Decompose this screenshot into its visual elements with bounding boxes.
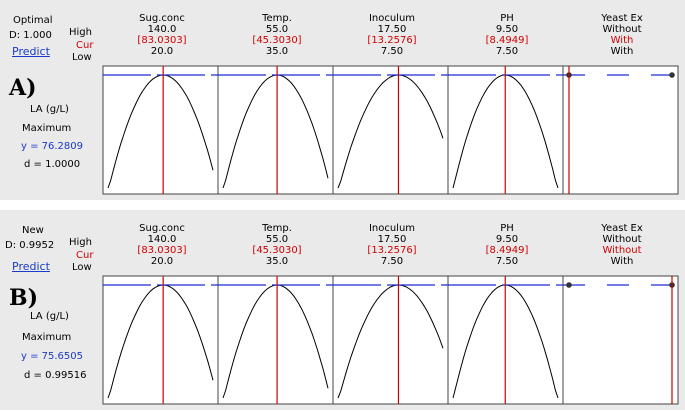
level-point [566,282,572,288]
low-label: Low [72,52,92,63]
panel-d-value: D: 1.000 [9,30,52,41]
predict-link[interactable]: Predict [12,45,50,58]
factor-header-temp: Temp. 55.0 [45.3030] 35.0 [252,13,302,57]
factor-header-yeast: Yeast Ex Without With With [601,13,643,57]
low-label: Low [72,262,92,273]
response-curve [337,74,444,189]
goal-label: Maximum [22,123,72,134]
panel-tag: A) [9,75,37,101]
high-label: High [69,237,92,248]
factor-header-sugconc: Sug.conc 140.0 [83.0303] 20.0 [137,13,187,57]
level-point [669,72,675,78]
desirability-d: d = 0.99516 [24,370,87,381]
plot-box [217,275,334,405]
response-label: LA (g/L) [30,104,69,115]
factor-header-yeast: Yeast Ex Without Without With [601,223,643,267]
factor-header-inoculum: Inoculum 17.50 [13.2576] 7.50 [367,223,417,267]
panel-d-value: D: 0.9952 [5,240,55,251]
plot-box [102,65,219,195]
factor-header-ph: PH 9.50 [8.4949] 7.50 [485,223,529,267]
predicted-y: y = 75.6505 [21,351,84,362]
panel-tag: B) [9,285,39,311]
predicted-y: y = 76.2809 [21,141,84,152]
response-label: LA (g/L) [30,311,69,322]
cur-label: Cur [76,40,94,51]
panel-title: New [22,225,44,236]
response-curve [337,284,444,399]
plot-box [562,65,679,195]
factor-header-temp: Temp. 55.0 [45.3030] 35.0 [252,223,302,267]
factor-header-inoculum: Inoculum 17.50 [13.2576] 7.50 [367,13,417,57]
high-label: High [69,27,92,38]
plot-box [332,275,449,405]
factor-header-ph: PH 9.50 [8.4949] 7.50 [485,13,529,57]
plot-box [217,65,334,195]
cur-label: Cur [76,250,94,261]
factor-header-sugconc: Sug.conc 140.0 [83.0303] 20.0 [137,223,187,267]
panel-title: Optimal [13,15,53,26]
plot-box [562,275,679,405]
plot-box [332,65,449,195]
desirability-d: d = 1.0000 [24,159,81,170]
predict-link[interactable]: Predict [12,260,50,273]
goal-label: Maximum [22,332,72,343]
plot-box [102,275,219,405]
